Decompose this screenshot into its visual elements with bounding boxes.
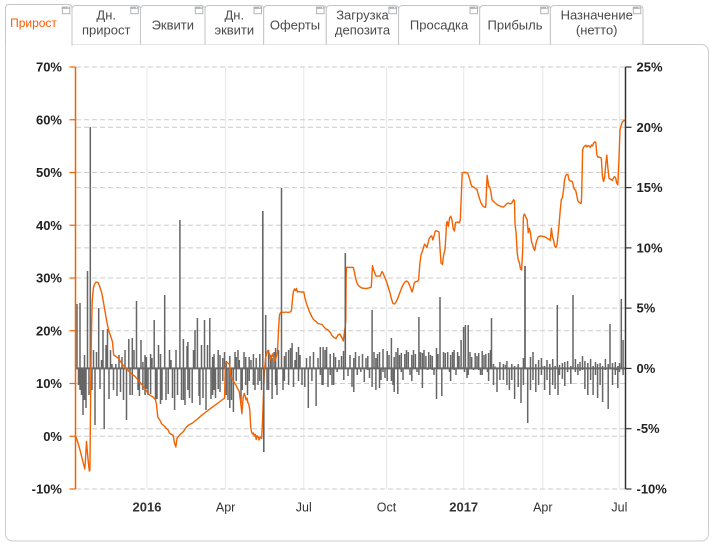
svg-text:Apr: Apr	[216, 501, 235, 515]
svg-text:Jul: Jul	[611, 501, 627, 515]
svg-text:15%: 15%	[637, 180, 663, 195]
svg-text:50%: 50%	[36, 165, 62, 180]
svg-text:Jul: Jul	[296, 501, 312, 515]
svg-text:Загрузка: Загрузка	[336, 8, 389, 23]
svg-text:Apr: Apr	[533, 501, 552, 515]
svg-text:-10%: -10%	[32, 482, 63, 497]
svg-text:0%: 0%	[43, 429, 62, 444]
svg-text:депозита: депозита	[335, 23, 391, 38]
svg-text:Прибыль: Прибыль	[488, 18, 543, 33]
svg-text:20%: 20%	[637, 120, 663, 135]
svg-text:2017: 2017	[449, 500, 478, 515]
svg-text:70%: 70%	[36, 60, 62, 75]
svg-text:-5%: -5%	[637, 421, 661, 436]
svg-text:Назначение: Назначение	[561, 8, 633, 23]
svg-text:эквити: эквити	[214, 23, 254, 38]
svg-text:10%: 10%	[637, 240, 663, 255]
svg-text:Просадка: Просадка	[410, 18, 469, 33]
svg-text:Прирост: Прирост	[10, 16, 57, 30]
svg-text:40%: 40%	[36, 218, 62, 233]
svg-text:Оферты: Оферты	[270, 18, 320, 33]
svg-text:(нетто): (нетто)	[576, 23, 618, 38]
svg-text:0%: 0%	[637, 361, 656, 376]
svg-text:Эквити: Эквити	[152, 18, 194, 33]
svg-text:2016: 2016	[133, 500, 162, 515]
svg-text:Дн.: Дн.	[96, 8, 116, 23]
svg-text:Oct: Oct	[377, 501, 397, 515]
svg-text:10%: 10%	[36, 376, 62, 391]
svg-text:Дн.: Дн.	[224, 8, 244, 23]
svg-text:5%: 5%	[637, 301, 656, 316]
svg-text:60%: 60%	[36, 112, 62, 127]
svg-text:25%: 25%	[637, 60, 663, 75]
svg-text:30%: 30%	[36, 271, 62, 286]
svg-text:прирост: прирост	[82, 23, 130, 38]
svg-text:20%: 20%	[36, 323, 62, 338]
svg-text:-10%: -10%	[637, 482, 668, 497]
